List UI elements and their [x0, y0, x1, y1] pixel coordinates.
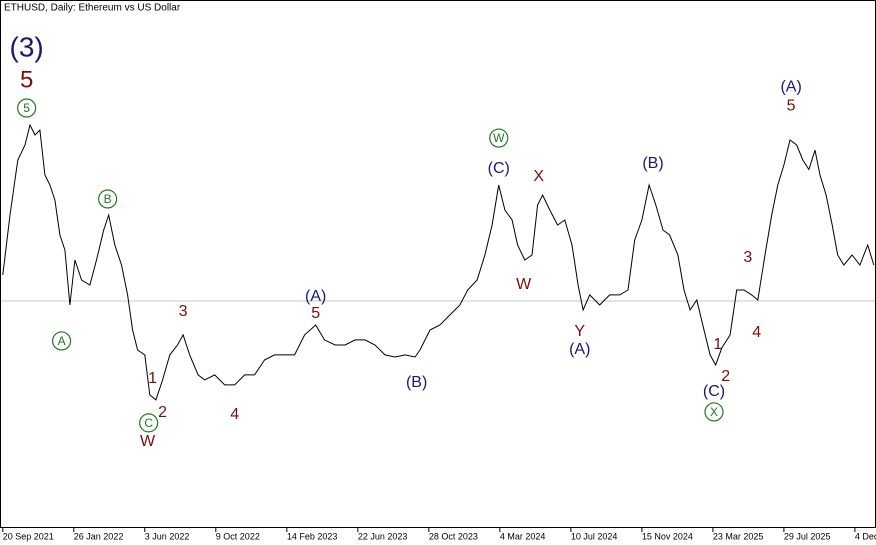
plot-frame — [0, 0, 876, 528]
x-tick-label: 14 Feb 2023 — [287, 531, 338, 541]
wave-label: (C) — [488, 160, 510, 177]
x-tick-label: 26 Jan 2022 — [74, 531, 124, 541]
wave-label: X — [533, 168, 544, 185]
wave-label: 5 — [311, 305, 320, 322]
x-tick-label: 28 Oct 2023 — [429, 531, 478, 541]
x-tick-label: 20 Sep 2021 — [3, 531, 54, 541]
wave-label: 5 — [787, 97, 796, 114]
wave-label: C — [144, 416, 153, 430]
wave-circle — [704, 402, 724, 422]
wave-label: 4 — [752, 324, 761, 341]
x-tick-label: 10 Jul 2024 — [571, 531, 618, 541]
wave-label: 3 — [743, 249, 752, 266]
wave-circle — [51, 331, 72, 351]
wave-label: 5 — [23, 101, 30, 115]
x-tick-label: 3 Jun 2022 — [145, 531, 190, 541]
wave-label: 4 — [230, 406, 239, 423]
price-line — [2, 123, 875, 401]
wave-label: W — [493, 131, 505, 145]
wave-label: (B) — [406, 374, 427, 391]
wave-label: 3 — [179, 303, 188, 320]
x-tick-label: 29 Jul 2025 — [784, 531, 831, 541]
wave-label: (C) — [703, 383, 725, 400]
wave-label: 1 — [713, 336, 722, 353]
wave-label: Y — [574, 323, 585, 340]
wave-label: W — [516, 276, 532, 293]
wave-circle — [489, 128, 509, 148]
wave-label: W — [140, 433, 156, 450]
x-tick-label: 4 Dec 2 — [855, 531, 876, 541]
wave-circle — [17, 98, 37, 118]
x-tick-label: 22 Jun 2023 — [358, 531, 408, 541]
x-tick-label: 15 Nov 2024 — [642, 531, 693, 541]
wave-circle — [139, 413, 159, 433]
wave-label: (3) — [10, 31, 44, 62]
x-tick-label: 23 Mar 2025 — [713, 531, 764, 541]
x-tick-label: 4 Mar 2024 — [500, 531, 546, 541]
wave-label: 2 — [158, 404, 167, 421]
wave-label: (A) — [305, 288, 326, 305]
wave-label: (A) — [569, 341, 590, 358]
wave-label: (B) — [642, 155, 663, 172]
wave-label: B — [104, 192, 112, 206]
wave-circle — [98, 189, 118, 209]
wave-label: A — [58, 334, 66, 348]
wave-label: 2 — [721, 368, 730, 385]
wave-label: 1 — [148, 370, 157, 387]
chart-title: ETHUSD, Daily: Ethereum vs US Dollar — [4, 3, 181, 14]
wave-label: 5 — [20, 66, 33, 93]
wave-label: (A) — [780, 78, 801, 95]
wave-label: X — [710, 405, 718, 419]
x-tick-label: 9 Oct 2022 — [216, 531, 260, 541]
